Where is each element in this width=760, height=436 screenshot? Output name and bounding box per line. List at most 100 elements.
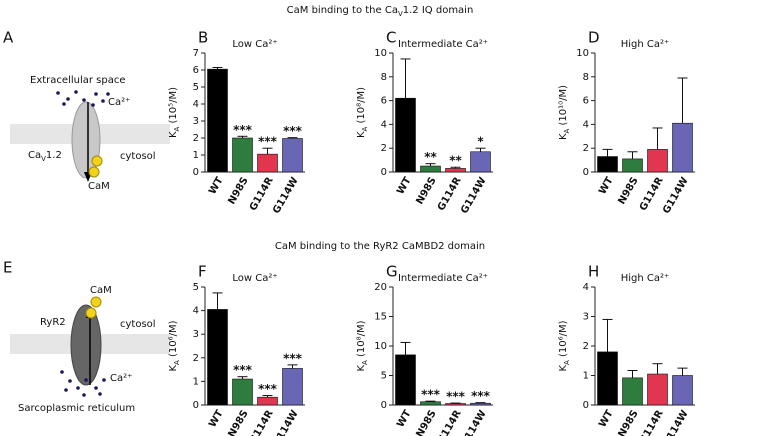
y-axis-label-part: (10⁶/M): [558, 320, 569, 360]
y-tick-label: 2: [193, 353, 199, 364]
bar: [597, 351, 618, 406]
y-axis-label-part: A: [361, 360, 369, 365]
x-tick-label: G114R: [436, 408, 464, 436]
y-tick-label: 4: [381, 119, 387, 130]
y-tick-label: 1: [193, 150, 199, 161]
y-axis-label: KA (10⁵/M): [168, 87, 181, 138]
x-tick-label: N98S: [616, 176, 640, 207]
y-axis-label-part: K: [356, 131, 367, 138]
y-axis-label-part: A: [563, 128, 571, 133]
y-axis-label-part: K: [558, 133, 569, 140]
significance: **: [424, 150, 437, 164]
bar: [470, 151, 491, 173]
y-tick-label: 8: [583, 72, 589, 83]
y-axis-label-part: (10⁵/M): [168, 87, 179, 127]
panel-letter: A: [3, 29, 14, 47]
bar: [622, 158, 643, 173]
y-axis-label-part: (10⁸/M): [356, 320, 367, 360]
y-axis-label: KA (10⁸/M): [356, 87, 369, 138]
x-tick-label: G114R: [248, 408, 276, 436]
y-axis-label-part: K: [168, 131, 179, 138]
significance: ***: [283, 351, 303, 365]
y-tick-label: 1: [583, 371, 589, 382]
y-tick-label: 0: [193, 167, 199, 178]
y-tick-label: 10: [374, 341, 387, 352]
x-tick-label: N98S: [414, 409, 438, 436]
significance: ***: [471, 389, 491, 403]
label-part: 1.2: [46, 150, 62, 161]
y-tick-label: 4: [193, 306, 199, 317]
label: Sarcoplasmic reticulum: [18, 403, 135, 414]
label-part: V: [41, 155, 46, 163]
bar: [597, 156, 618, 173]
label: CaM: [88, 181, 110, 192]
label: Ca²⁺: [108, 97, 130, 108]
y-axis-label: KA (10⁸/M): [356, 320, 369, 371]
panel-letter: C: [386, 29, 396, 47]
x-tick-label: N98S: [226, 176, 250, 207]
bar: [445, 403, 466, 406]
bar: [395, 354, 416, 406]
panel-letter: E: [3, 259, 12, 277]
bar: [282, 368, 303, 406]
y-tick-label: 0: [583, 167, 589, 178]
y-axis-label: KA (10¹⁰/M): [558, 85, 571, 140]
panel-letter: F: [198, 263, 207, 281]
y-tick-label: 3: [193, 116, 199, 127]
significance: **: [449, 154, 462, 168]
x-tick-label: G114W: [459, 176, 489, 216]
y-tick-label: 2: [583, 143, 589, 154]
bar: [207, 68, 228, 173]
panel-letter: B: [198, 29, 208, 47]
y-tick-label: 3: [583, 312, 589, 323]
chart-title: High Ca²⁺: [621, 273, 670, 284]
bar: [232, 137, 253, 173]
y-axis-label-part: K: [356, 365, 367, 372]
y-tick-label: 0: [381, 167, 387, 178]
ions: [56, 90, 110, 107]
y-tick-label: 3: [193, 329, 199, 340]
bar: [207, 309, 228, 406]
x-tick-label: WT: [395, 175, 414, 196]
y-axis-label: KA (10⁶/M): [558, 320, 571, 371]
ions: [60, 370, 106, 397]
bar: [282, 138, 303, 173]
x-tick-label: G114R: [638, 175, 666, 213]
cam-lobe: [88, 166, 100, 178]
x-tick-label: G114W: [661, 176, 691, 216]
y-tick-label: 2: [583, 341, 589, 352]
y-tick-label: 4: [583, 282, 589, 293]
bar: [470, 402, 491, 406]
y-tick-label: 4: [193, 99, 199, 110]
significance: ***: [258, 135, 278, 149]
x-tick-label: WT: [597, 408, 616, 429]
y-tick-label: 6: [193, 65, 199, 76]
bar: [420, 165, 441, 173]
x-tick-label: G114W: [271, 409, 301, 436]
significance: *: [477, 135, 484, 149]
label: cytosol: [120, 151, 156, 162]
y-tick-label: 0: [381, 400, 387, 411]
channel: [70, 304, 102, 386]
y-axis-label-part: A: [173, 126, 181, 131]
y-tick-label: 6: [381, 96, 387, 107]
y-tick-label: 15: [374, 312, 387, 323]
diagram-top: [10, 90, 170, 182]
x-tick-label: G114W: [661, 409, 691, 436]
cam-lobe: [85, 307, 97, 319]
y-tick-label: 5: [381, 371, 387, 382]
significance: ***: [446, 390, 466, 404]
label: Ca²⁺: [110, 373, 132, 384]
y-tick-label: 0: [583, 400, 589, 411]
significance: ***: [283, 124, 303, 138]
y-tick-label: 2: [381, 143, 387, 154]
section-title: CaM binding to the RyR2 CaMBD2 domain: [275, 241, 485, 252]
y-tick-label: 6: [583, 96, 589, 107]
significance: ***: [421, 388, 441, 402]
y-tick-label: 4: [583, 119, 589, 130]
y-axis-label: KA (10⁶/M): [168, 320, 181, 371]
bar: [257, 396, 278, 406]
y-axis-label-part: (10¹⁰/M): [558, 85, 569, 129]
x-tick-label: WT: [207, 408, 226, 429]
